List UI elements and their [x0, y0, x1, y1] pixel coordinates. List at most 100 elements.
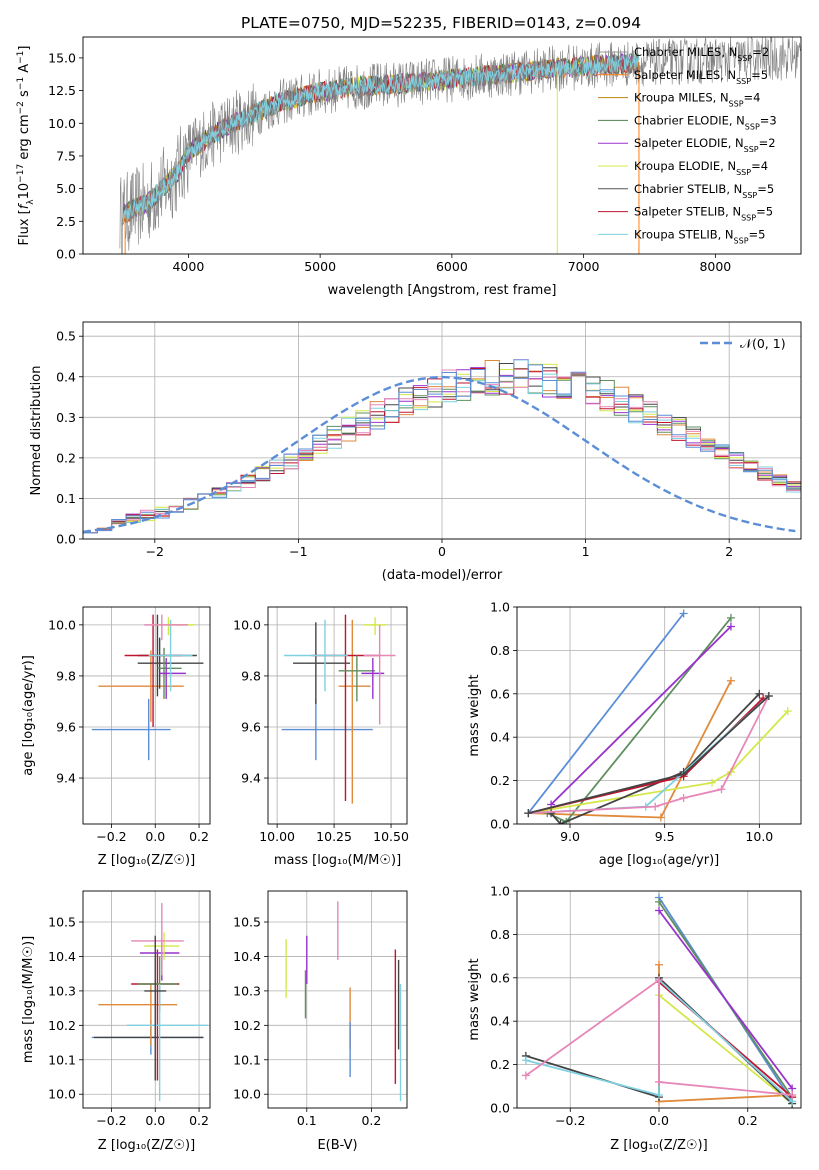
legend-n: =5 [749, 227, 766, 241]
legend-name: Salpeter ELODIE, N [634, 136, 744, 150]
legend-n: =5 [751, 68, 768, 82]
y-tick-label: 10.5 [233, 915, 261, 930]
legend-n: =5 [756, 205, 773, 219]
axes-frame [516, 890, 802, 1109]
x-tick-label: 10.0 [745, 829, 773, 844]
y-axis-label-part: λ [26, 199, 36, 205]
y-tick-label: 10.1 [233, 1052, 261, 1067]
x-tick-label: 0.1 [297, 1113, 317, 1128]
legend-entry: Kroupa ELODIE, NSSP=4 [634, 159, 768, 177]
x-tick-label: 0.0 [649, 1113, 669, 1128]
y-axis-label-part: −2 [16, 101, 26, 114]
legend-name: Kroupa ELODIE, N [634, 159, 736, 173]
plot-area [119, 37, 801, 254]
y-axis-label-part: erg cm [17, 114, 32, 163]
age-vs-mass-weight-panel: 9.0 9.5 10.0 0.0 0.2 0.4 0.6 0.8 1.0 age [log₁₀(a… [467, 600, 802, 868]
plus-marker [679, 770, 688, 779]
y-axis-label-part: A [17, 64, 32, 77]
y-tick-label: 0.0 [56, 532, 76, 547]
plus-marker [521, 1071, 530, 1080]
plus-marker [521, 1056, 530, 1065]
y-axis-label: Flux [fλ10−17 erg cm−2 s−1 A−1] [16, 46, 36, 246]
y-tick-label: 0.8 [490, 927, 510, 942]
y-tick-label: 7.5 [56, 148, 76, 163]
axes-frame [267, 890, 408, 1109]
legend-n: =4 [751, 159, 768, 173]
z-vs-age-panel: −0.2 0.0 0.2 9.4 9.6 9.8 10.0 Z [log₁₀(Z/Z☉)] ag… [21, 606, 211, 868]
legend-entry: Chabrier STELIB, NSSP=5 [634, 182, 774, 200]
y-tick-label: 10.3 [48, 983, 76, 998]
plus-marker [655, 897, 663, 906]
x-tick-label: −2 [146, 544, 164, 559]
histogram-step-line [83, 364, 801, 534]
plus-marker [547, 809, 556, 818]
plus-marker [524, 809, 533, 818]
y-axis-label: age [log₁₀(age/yr)] [21, 655, 36, 776]
y-tick-label: 1.0 [490, 884, 510, 899]
x-axis-label: Z [log₁₀(Z/Z☉)] [610, 1138, 707, 1153]
legend-name: Salpeter MILES, N [634, 68, 736, 82]
y-tick-label: 10.0 [233, 617, 261, 632]
axes-frame [516, 606, 802, 825]
y-axis-label: mass weight [467, 958, 482, 1040]
plus-marker [726, 613, 735, 622]
plus-marker [679, 793, 688, 802]
mass-weight-line [525, 978, 793, 1096]
x-tick-label: 2 [725, 544, 733, 559]
legend-sub: SSP [736, 168, 751, 177]
y-tick-label: 0.2 [490, 773, 510, 788]
observed-spectrum-line [119, 37, 801, 254]
y-axis-label: mass weight [467, 674, 482, 756]
x-axis-label: age [log₁₀(age/yr)] [599, 853, 720, 868]
x-tick-label: 6000 [436, 259, 468, 274]
legend-sub: SSP [742, 190, 757, 199]
x-tick-label: 7000 [568, 259, 600, 274]
y-tick-label: 0.4 [490, 730, 510, 745]
plus-marker [764, 691, 773, 700]
y-axis-label-part: s [17, 90, 32, 101]
mass-weight-line [528, 695, 770, 814]
figure-title: PLATE=0750, MJD=52235, FIBERID=0143, z=0… [241, 14, 641, 32]
y-tick-label: 0.2 [56, 450, 76, 465]
x-tick-label: 0.2 [361, 1113, 381, 1128]
legend-name: Kroupa MILES, N [634, 91, 729, 105]
legend-sub: SSP [734, 236, 749, 245]
legend-entry: Salpeter STELIB, NSSP=5 [634, 205, 773, 223]
x-tick-label: 10.25 [316, 829, 352, 844]
y-tick-label: 9.6 [56, 719, 76, 734]
mass-vs-age-panel: 10.00 10.25 10.50 9.4 9.6 9.8 10.0 mass [log₁₀(… [233, 606, 409, 868]
plus-marker [655, 1077, 663, 1086]
legend-n: =4 [744, 91, 761, 105]
z-vs-mass-weight-panel: −0.2 0.0 0.2 0.0 0.2 0.4 0.6 0.8 1.0 Z [log₁₀(Z/Z… [467, 884, 802, 1153]
y-tick-label: 0.8 [490, 643, 510, 658]
x-tick-label: 5000 [304, 259, 336, 274]
y-tick-label: 0.0 [490, 817, 510, 832]
x-tick-label: −0.2 [555, 1113, 585, 1128]
plot-area [521, 893, 797, 1108]
y-axis-label-part: ] [17, 46, 32, 51]
legend-entry: 𝒩(0, 1) [740, 336, 786, 351]
mass-weight-line [550, 625, 732, 806]
legend-entry: Kroupa STELIB, NSSP=5 [634, 227, 765, 245]
ebv-vs-mass-panel: 0.1 0.2 10.0 10.1 10.2 10.3 10.4 10.5 E(B-V) [233, 890, 408, 1153]
plus-marker [755, 689, 764, 698]
y-tick-label: 10.3 [233, 983, 261, 998]
plus-marker [783, 707, 792, 716]
y-axis-label: Normed distribution [29, 366, 44, 496]
normal-curve-line [83, 376, 796, 534]
legend-name: Salpeter STELIB, N [634, 205, 741, 219]
plus-marker [788, 1090, 797, 1099]
legend-n: =2 [759, 136, 776, 150]
x-tick-label: 9.0 [560, 829, 580, 844]
plus-marker [717, 785, 726, 794]
y-tick-label: 10.4 [233, 949, 261, 964]
y-axis-label-part: −1 [16, 77, 26, 90]
y-tick-label: 2.5 [56, 214, 76, 229]
y-tick-label: 10.2 [48, 1018, 76, 1033]
legend-name: Kroupa STELIB, N [634, 227, 734, 241]
y-axis-label-part: −17 [16, 164, 26, 183]
plus-marker [651, 802, 660, 811]
legend-sub: SSP [744, 145, 759, 154]
x-tick-label: −0.2 [96, 829, 126, 844]
